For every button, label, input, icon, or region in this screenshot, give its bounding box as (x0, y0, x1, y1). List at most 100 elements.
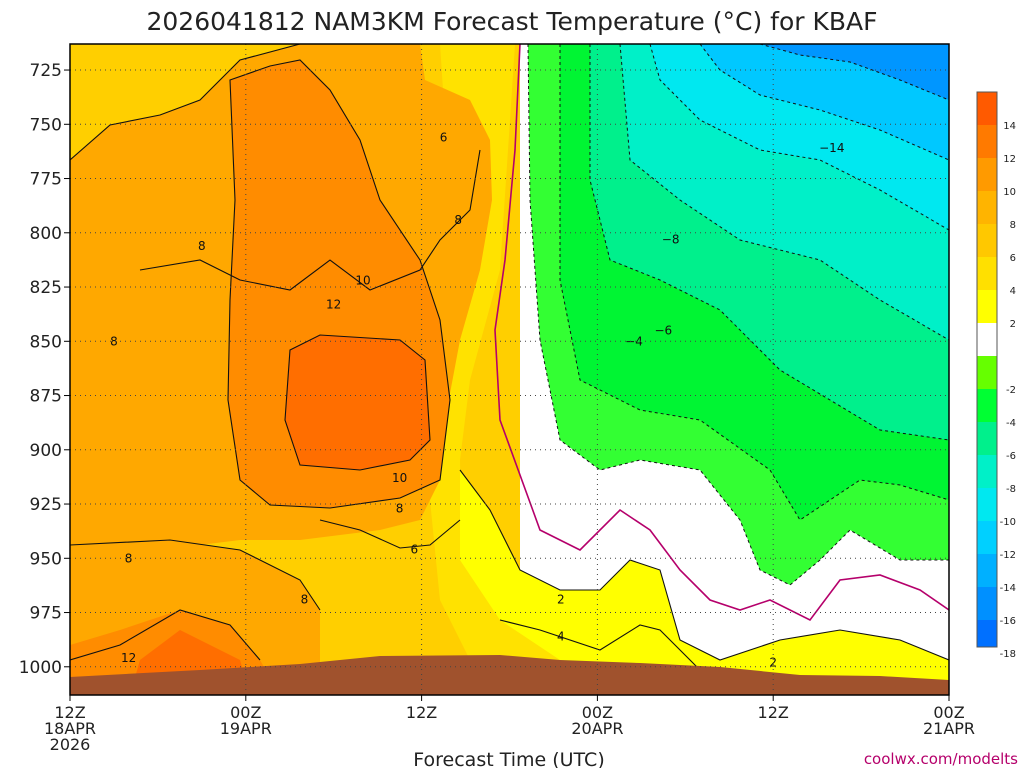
band-12-to-14 (285, 335, 430, 470)
y-tick-label: 900 (30, 441, 62, 461)
y-tick-label: 950 (30, 549, 62, 569)
colorbar-cell (977, 455, 997, 488)
colorbar-cell (977, 554, 997, 587)
contour-neg12 (699, 44, 949, 161)
colorbar-cell (977, 422, 997, 455)
contour-neg2 (527, 44, 949, 586)
colorbar-label: 2 (1010, 319, 1016, 330)
x-tick-label: 12Z (758, 703, 789, 722)
colorbar-label: 10 (1003, 187, 1016, 198)
colorbar-cell (977, 620, 997, 647)
colorbar-label: 12 (1003, 154, 1016, 165)
contour-label: 8 (110, 334, 118, 348)
x-tick-label: 20APR (571, 719, 623, 738)
x-tick-label: 2026 (50, 735, 91, 754)
x-axis-label: Forecast Time (UTC) (413, 749, 604, 768)
colorbar-label: -14 (1000, 583, 1016, 594)
colorbar-cell (977, 488, 997, 521)
colorbar-label: 8 (1010, 220, 1016, 231)
contour-label: −8 (662, 232, 680, 246)
y-tick-label: 750 (30, 115, 62, 135)
colorbar-label: 14 (1003, 121, 1016, 132)
colorbar-cell (977, 521, 997, 554)
contour-label: 10 (392, 471, 407, 485)
contour-zero (494, 44, 949, 622)
x-tick-label: 00Z (230, 703, 261, 722)
contour-label: 8 (301, 593, 309, 607)
grid (70, 44, 949, 695)
contour-label: 8 (396, 501, 404, 515)
contour-label: 8 (454, 213, 462, 227)
colorbar-cell (977, 356, 997, 389)
contour-neg6 (589, 44, 949, 441)
contour-8-lower (70, 539, 321, 611)
contour-label: 10 (355, 274, 370, 288)
x-tick-label: 00Z (582, 703, 613, 722)
contour-lines-negative (527, 44, 949, 586)
colorbar-label: -6 (1006, 451, 1016, 462)
band-neg14-to-neg16 (760, 44, 949, 100)
y-axis: 725 750 775 800 825 850 875 900 925 950 975 1000 (19, 61, 70, 678)
colorbar-label: -8 (1006, 484, 1016, 495)
colorbar-frame (976, 91, 998, 648)
contour-neg14 (759, 44, 949, 101)
colorbar-cell (977, 158, 997, 191)
y-tick-label: 775 (30, 170, 62, 190)
y-tick-label: 975 (30, 604, 62, 624)
contour-labels: 6 8 8 10 12 8 10 8 6 8 8 12 2 4 2 −4 −6 −8 −14 (110, 130, 844, 669)
band-2-to-4 (460, 470, 949, 695)
y-tick-label: 825 (30, 278, 62, 298)
colorbar-cell (977, 587, 997, 620)
contour-label: −14 (819, 141, 844, 155)
contour-6-mid (319, 519, 461, 549)
colorbar-cell (977, 191, 997, 224)
y-tick-label: 725 (30, 61, 62, 81)
contour-label: 2 (557, 593, 565, 607)
colorbar-label: -4 (1006, 418, 1016, 429)
contour-label: −6 (654, 323, 672, 337)
contour-label: 6 (440, 130, 448, 144)
colorbar-label: 6 (1010, 253, 1016, 264)
x-tick-label: 12Z (54, 703, 85, 722)
contour-12-lower (70, 609, 261, 661)
contour-10 (227, 59, 451, 509)
band-4-to-6 (430, 44, 949, 695)
credit-text: coolwx.com/modelts (864, 750, 1018, 768)
contour-label: 12 (121, 651, 136, 665)
colorbar-label: -18 (1000, 649, 1016, 660)
ground-terrain (70, 655, 949, 695)
colorbar-label: -16 (1000, 616, 1016, 627)
colorbar-cell (977, 125, 997, 158)
colorbar: 14 12 10 8 6 4 2 -2 -4 -6 -8 -10 -12 -14 -16 -18 (976, 91, 1016, 660)
y-tick-label: 800 (30, 224, 62, 244)
contour-label: 6 (410, 543, 418, 557)
colorbar-label: -12 (1000, 550, 1016, 561)
colorbar-labels: 14 12 10 8 6 4 2 -2 -4 -6 -8 -10 -12 -14 -16 -18 (1000, 121, 1016, 660)
x-tick-label: 00Z (933, 703, 964, 722)
colorbar-label: 4 (1010, 286, 1016, 297)
y-tick-label: 1000 (19, 658, 62, 678)
contour-label: −4 (625, 334, 643, 348)
colorbar-label: -2 (1006, 385, 1016, 396)
colorbar-cell (977, 389, 997, 422)
contour-label: 2 (769, 655, 777, 669)
contour-lines (70, 44, 949, 671)
colorbar-cell (977, 323, 997, 356)
chart-title: 2026041812 NAM3KM Forecast Temperature (… (147, 7, 878, 36)
contour-label: 4 (557, 629, 565, 643)
y-tick-label: 875 (30, 387, 62, 407)
colorbar-cell (977, 92, 997, 125)
x-tick-label: 19APR (220, 719, 272, 738)
colorbar-label: -10 (1000, 517, 1016, 528)
colorbar-cell (977, 224, 997, 257)
y-tick-label: 925 (30, 495, 62, 515)
plot-frame (69, 43, 950, 696)
contour-4 (499, 619, 701, 671)
contour-2 (459, 469, 949, 661)
contour-label: 8 (125, 551, 133, 565)
x-tick-label: 18APR (44, 719, 96, 738)
contour-neg10 (649, 44, 949, 231)
colorbar-cell (977, 257, 997, 290)
